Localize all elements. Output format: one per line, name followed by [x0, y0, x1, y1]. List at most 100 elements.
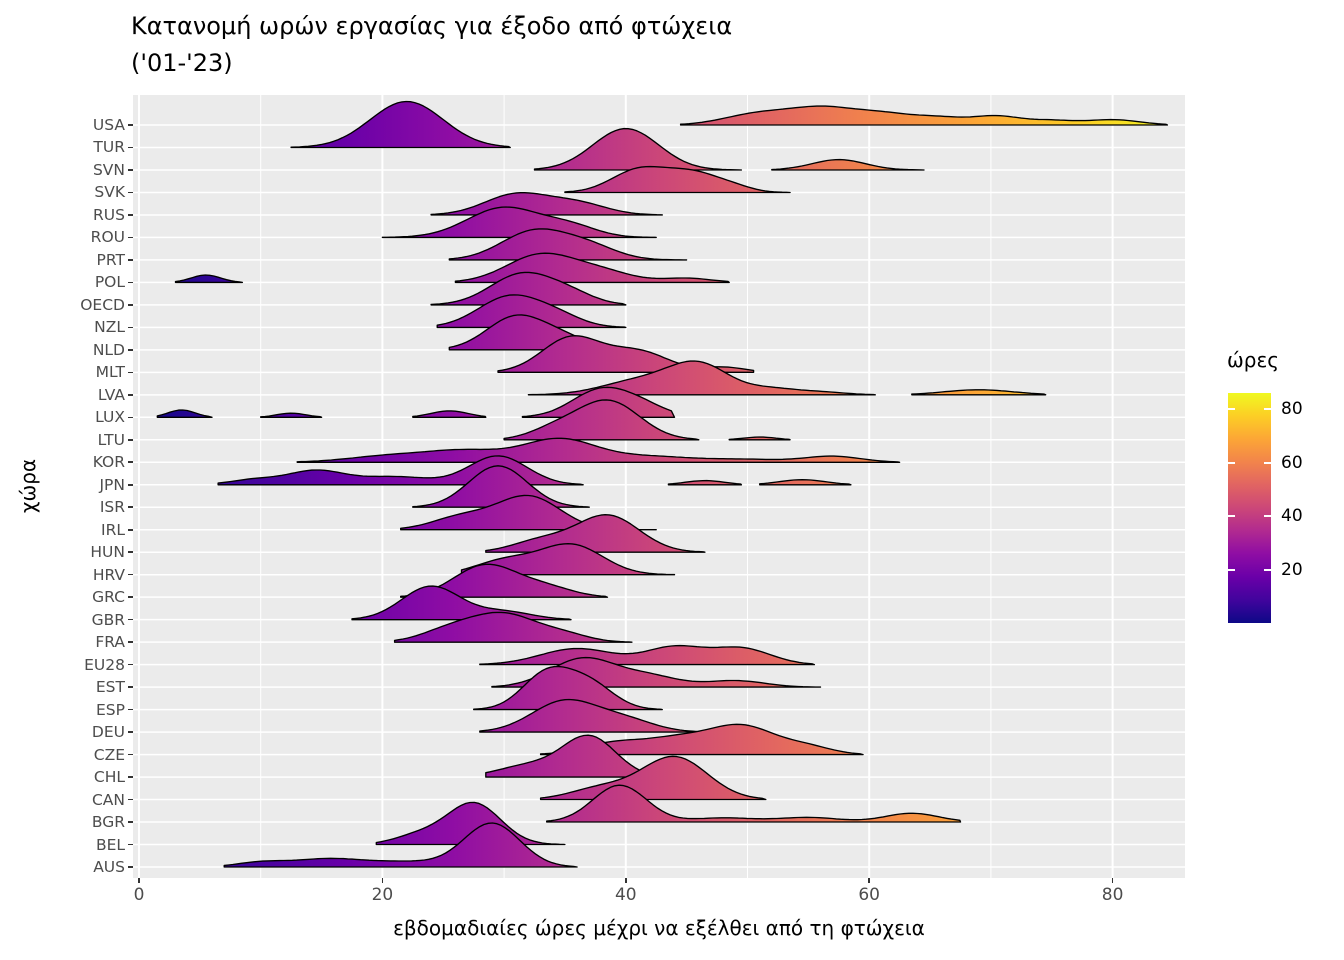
ridge-LUX — [260, 412, 323, 418]
y-tick-AUS — [128, 866, 133, 868]
y-axis-label-KOR: KOR — [92, 453, 125, 472]
x-tick-40 — [625, 878, 627, 883]
ridge-ESP — [473, 665, 663, 711]
y-tick-BGR — [128, 821, 133, 823]
y-axis-label-CAN: CAN — [91, 790, 125, 809]
legend-title: ώρες — [1227, 348, 1279, 372]
ridge-EU28 — [479, 644, 816, 666]
ridge-JPN — [667, 479, 743, 486]
ridge-LVA — [911, 389, 1047, 396]
ridge-AUS — [223, 822, 578, 868]
y-axis-label-NLD: NLD — [92, 340, 125, 359]
y-axis-label-EST: EST — [95, 678, 125, 697]
ridge-FRA — [393, 611, 633, 643]
x-axis-label-60: 60 — [858, 885, 880, 905]
y-tick-FRA — [128, 641, 133, 643]
y-tick-DEU — [128, 731, 133, 733]
y-tick-TUR — [128, 146, 133, 149]
x-tick-60 — [868, 878, 870, 883]
y-axis-label-HUN: HUN — [90, 543, 125, 562]
y-tick-BEL — [128, 843, 133, 846]
y-axis-label-BGR: BGR — [91, 813, 125, 832]
y-tick-NLD — [128, 349, 133, 351]
legend-notch-left-80 — [1228, 408, 1235, 411]
legend-notch-right-60 — [1264, 461, 1271, 464]
x-axis-label-40: 40 — [614, 885, 637, 905]
legend-label-40: 40 — [1281, 506, 1303, 527]
ridge-NZL — [436, 294, 627, 329]
ridge-CAN — [539, 755, 767, 801]
ridge-OECD — [430, 271, 627, 306]
ridge-JPN — [759, 479, 852, 486]
y-tick-GBR — [128, 618, 133, 621]
legend-notch-left-20 — [1228, 568, 1235, 571]
ridge-GBR — [351, 585, 572, 621]
x-axis-title: εβδομαδιαίες ώρες μέχρι να εξέλθει από τ… — [393, 916, 925, 940]
y-axis-label-IRL: IRL — [101, 520, 125, 539]
ridge-HUN — [485, 514, 706, 553]
y-tick-LTU — [128, 438, 133, 441]
ridge-USA — [679, 105, 1169, 126]
y-axis-label-TUR: TUR — [93, 138, 125, 157]
ridge-TUR — [290, 100, 511, 149]
legend-label-80: 80 — [1281, 399, 1303, 420]
y-tick-SVN — [128, 169, 133, 171]
x-tick-0 — [138, 878, 140, 883]
y-tick-POL — [128, 281, 133, 284]
x-axis-label-20: 20 — [371, 885, 394, 905]
y-tick-IRL — [128, 528, 133, 531]
y-tick-HRV — [128, 573, 133, 576]
y-axis-label-ESP: ESP — [96, 700, 125, 719]
y-tick-GRC — [128, 596, 133, 598]
y-axis-label-USA: USA — [92, 116, 125, 134]
legend-notch-left-40 — [1228, 515, 1235, 518]
y-tick-CAN — [128, 798, 133, 801]
y-tick-ROU — [128, 236, 133, 239]
y-tick-CZE — [128, 753, 133, 756]
y-axis-label-BEL: BEL — [95, 835, 125, 854]
y-axis-label-HRV: HRV — [92, 565, 125, 584]
y-axis-label-DEU: DEU — [91, 723, 125, 742]
x-tick-20 — [381, 878, 384, 883]
x-tick-80 — [1111, 878, 1114, 883]
y-axis-label-SVK: SVK — [94, 183, 125, 202]
ridge-ISR — [412, 465, 590, 508]
plot-title: Κατανομή ωρών εργασίας για έξοδο από φτώ… — [131, 8, 732, 82]
y-axis-label-LVA: LVA — [97, 385, 125, 404]
y-axis-label-POL: POL — [94, 273, 125, 292]
y-tick-EST — [128, 686, 133, 688]
ridge-LTU — [728, 436, 791, 441]
y-tick-EU28 — [128, 663, 133, 666]
y-axis-label-CZE: CZE — [93, 745, 125, 764]
y-axis-label-JPN: JPN — [99, 475, 125, 494]
y-tick-NZL — [128, 326, 133, 329]
y-axis-label-NZL: NZL — [94, 318, 125, 337]
y-tick-LUX — [128, 416, 133, 419]
y-tick-KOR — [128, 461, 133, 464]
legend-label-20: 20 — [1281, 559, 1303, 580]
y-axis-label-LUX: LUX — [95, 408, 125, 427]
ridge-RUS — [430, 192, 663, 216]
ridge-LUX — [156, 409, 213, 418]
legend-label-60: 60 — [1281, 452, 1303, 473]
y-axis-label-LTU: LTU — [97, 430, 125, 449]
ridge-SVK — [564, 165, 791, 194]
x-axis-label-0: 0 — [133, 885, 145, 905]
legend-notch-right-20 — [1264, 568, 1271, 571]
ridge-SVN — [533, 127, 743, 171]
y-tick-RUS — [128, 214, 133, 216]
ridge-POL — [174, 274, 244, 284]
ridge-DEU — [479, 698, 706, 733]
ridge-MLT — [497, 335, 755, 373]
y-axis-label-PRT: PRT — [96, 250, 125, 269]
legend-notch-right-80 — [1264, 408, 1271, 411]
y-axis-label-ISR: ISR — [99, 498, 125, 517]
ridge-HRV — [460, 543, 676, 576]
ridge-LUX — [412, 410, 487, 418]
y-tick-HUN — [128, 551, 133, 553]
x-axis-label-80: 80 — [1101, 885, 1124, 905]
y-tick-USA — [128, 124, 133, 126]
ridge-CHL — [485, 734, 645, 778]
ridge-LTU — [503, 399, 700, 441]
